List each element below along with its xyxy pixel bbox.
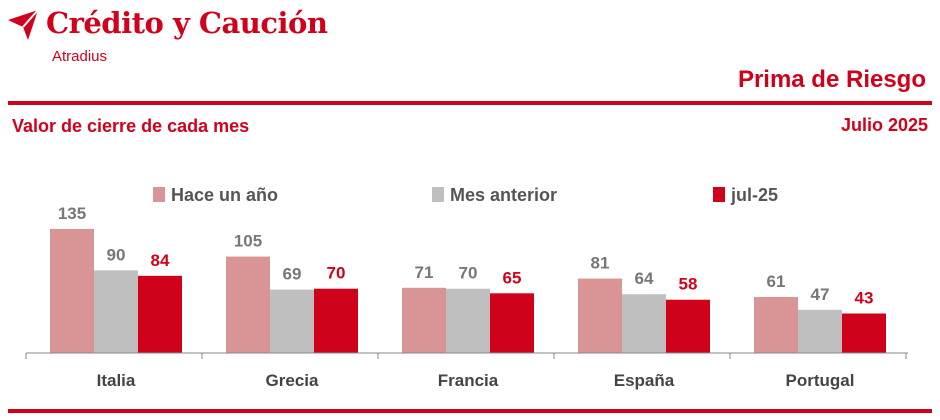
category-label: España — [614, 371, 675, 390]
bar-portugal-1 — [754, 296, 798, 353]
bar-francia-3 — [490, 293, 534, 353]
value-label: 43 — [855, 289, 874, 308]
legend-swatch-1 — [153, 187, 165, 202]
value-label: 70 — [459, 264, 478, 283]
category-label: Italia — [97, 371, 136, 390]
value-label: 71 — [415, 263, 434, 282]
chart-subtitle: Valor de cierre de cada mes — [12, 116, 250, 136]
value-label: 64 — [635, 269, 654, 288]
value-label: 61 — [767, 272, 786, 291]
value-label: 90 — [107, 245, 126, 264]
report-date: Julio 2025 — [840, 115, 928, 135]
category-label: Grecia — [266, 371, 319, 390]
legend-swatch-3 — [713, 187, 725, 202]
legend-label-2: Mes anterior — [450, 185, 557, 205]
bar-grecia-2 — [270, 289, 314, 353]
credito-y-caucion-logo-icon — [8, 9, 39, 40]
value-label: 47 — [811, 285, 830, 304]
bar-españa-3 — [666, 299, 710, 353]
bar-italia-1 — [50, 229, 94, 353]
brand-subname: Atradius — [52, 48, 108, 65]
value-label: 84 — [151, 251, 170, 270]
value-label: 58 — [679, 275, 698, 294]
category-label: Francia — [438, 371, 499, 390]
top-divider — [8, 101, 932, 105]
value-label: 69 — [283, 265, 302, 284]
value-label: 65 — [503, 268, 522, 287]
legend-swatch-2 — [432, 187, 444, 202]
bar-francia-2 — [446, 288, 490, 353]
category-label: Portugal — [786, 371, 855, 390]
bar-portugal-3 — [842, 313, 886, 353]
value-label: 135 — [58, 204, 86, 223]
legend-label-1: Hace un año — [171, 185, 278, 205]
bar-italia-2 — [94, 270, 138, 353]
bar-grecia-3 — [314, 288, 358, 353]
legend-label-3: jul-25 — [730, 185, 778, 205]
bottom-divider — [8, 409, 932, 413]
value-label: 70 — [327, 264, 346, 283]
brand-name: Crédito y Caución — [46, 6, 328, 40]
bar-portugal-2 — [798, 309, 842, 353]
bar-francia-1 — [402, 287, 446, 353]
bar-italia-3 — [138, 275, 182, 353]
bar-españa-1 — [578, 278, 622, 353]
value-label: 81 — [591, 254, 610, 273]
value-label: 105 — [234, 232, 262, 251]
page-title: Prima de Riesgo — [737, 66, 926, 93]
bar-grecia-1 — [226, 256, 270, 353]
bar-españa-2 — [622, 294, 666, 353]
